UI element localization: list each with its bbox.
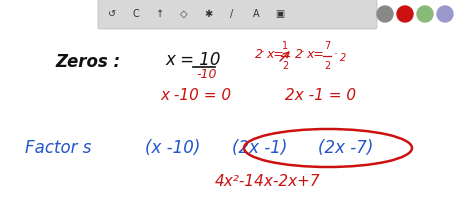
Text: -10: -10 <box>196 68 217 81</box>
Text: ✱: ✱ <box>204 9 212 19</box>
Text: 2: 2 <box>282 61 288 71</box>
Text: (2x -7): (2x -7) <box>318 139 374 157</box>
Text: x -10 = 0: x -10 = 0 <box>160 89 231 103</box>
Text: ·: · <box>261 47 265 60</box>
Text: (2x -1): (2x -1) <box>232 139 287 157</box>
Text: 2: 2 <box>340 53 346 63</box>
Text: 2: 2 <box>295 48 303 62</box>
Text: A: A <box>253 9 259 19</box>
Text: 1: 1 <box>282 41 288 51</box>
Text: C: C <box>133 9 139 19</box>
Text: ·: · <box>301 47 305 60</box>
Circle shape <box>437 6 453 22</box>
Text: 2: 2 <box>255 48 263 62</box>
Text: Zeros :: Zeros : <box>55 53 120 71</box>
Circle shape <box>397 6 413 22</box>
Circle shape <box>377 6 393 22</box>
Text: Factor s: Factor s <box>25 139 91 157</box>
Text: ·: · <box>334 48 338 62</box>
Text: /: / <box>230 9 234 19</box>
Text: 2: 2 <box>324 61 330 71</box>
Text: x = 10: x = 10 <box>165 51 220 69</box>
Circle shape <box>417 6 433 22</box>
Text: (x -10): (x -10) <box>145 139 201 157</box>
Text: x=: x= <box>306 48 324 62</box>
Text: ▣: ▣ <box>275 9 284 19</box>
Text: x=: x= <box>266 48 284 62</box>
Text: 2x -1 = 0: 2x -1 = 0 <box>285 89 356 103</box>
Bar <box>0 28 474 223</box>
FancyBboxPatch shape <box>98 0 377 29</box>
Text: ◇: ◇ <box>180 9 188 19</box>
Text: ↑: ↑ <box>156 9 164 19</box>
Text: 4x²-14x-2x+7: 4x²-14x-2x+7 <box>215 175 320 190</box>
Text: ↺: ↺ <box>108 9 116 19</box>
Text: 7: 7 <box>324 41 330 51</box>
